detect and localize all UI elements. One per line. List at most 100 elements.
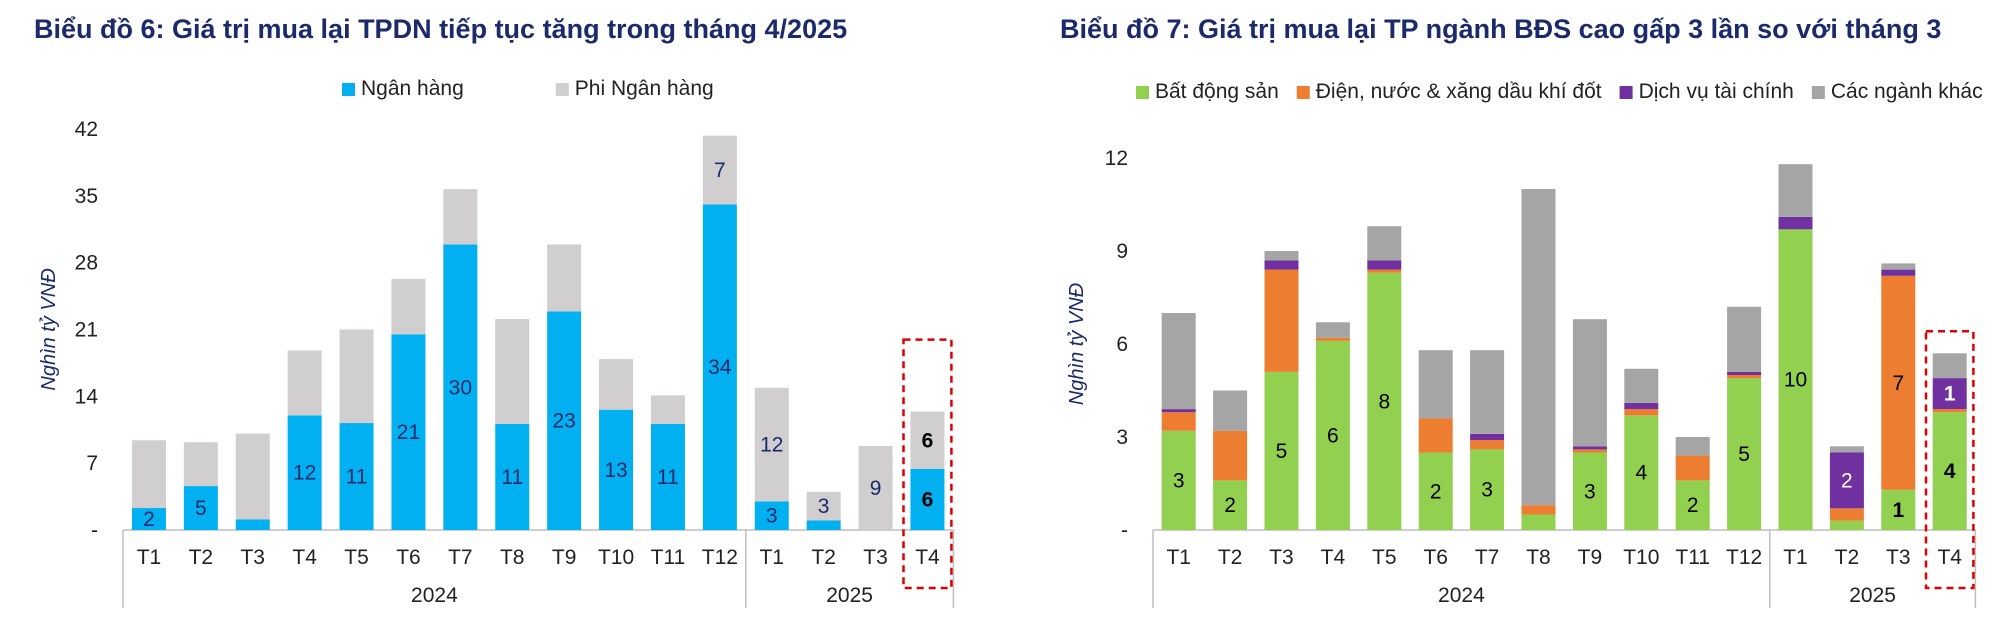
data-label: 12 [293,462,316,485]
bar-segment [1213,390,1248,431]
y-tick-label: 9 [1116,240,1128,263]
bar-segment [1829,520,1864,530]
y-tick-label: - [91,519,98,542]
bar-segment [1367,269,1402,273]
bar-segment [1161,430,1196,530]
bar-segment [1213,480,1248,530]
bar-segment [1572,449,1607,453]
data-label: 23 [552,410,575,433]
bar-segment [1675,480,1710,530]
bar-segment [650,424,685,530]
data-label: 7 [1892,372,1904,395]
bar-segment [1264,371,1299,530]
x-tick-label: T10 [1623,546,1659,569]
y-tick-label: 6 [1116,333,1128,356]
y-tick-label: - [1121,519,1128,542]
bar-segment [1932,412,1967,530]
data-label: 11 [346,466,368,489]
chart-7-title: Biểu đồ 7: Giá trị mua lại TP ngành BĐS … [1060,14,1942,44]
legend-label: Điện, nước & xăng dầu khí đốt [1316,80,1602,103]
data-label: 12 [760,434,783,457]
x-tick-label: T12 [1726,546,1762,569]
x-tick-label: T11 [651,546,686,569]
bar-segment [599,359,634,410]
bar-segment [1932,353,1967,379]
bar-segment [1778,164,1813,217]
bar-segment [1521,514,1556,530]
legend-swatch [1619,86,1633,99]
data-label: 6 [1327,424,1339,447]
data-label: 8 [1378,390,1390,413]
data-label: 6 [922,429,934,452]
data-label: 34 [708,356,732,379]
bar-segment [1727,378,1762,530]
bar-segment [287,415,322,530]
legend-label: Ngân hàng [361,77,464,100]
data-label: 2 [1224,494,1236,517]
x-tick-label: T8 [500,546,525,569]
legend-label: Dịch vụ tài chính [1639,80,1794,103]
bar-segment [1367,226,1402,261]
data-label: 5 [1276,440,1288,463]
bar-segment [1470,449,1505,530]
bar-segment [495,318,530,425]
bar-segment [547,311,582,530]
data-label: 2 [1841,469,1853,492]
bar-segment [754,501,789,530]
x-tick-label: T7 [448,546,473,569]
x-tick-label: T1 [1783,546,1808,569]
bar-segment [1881,275,1916,490]
x-tick-label: T1 [137,546,162,569]
y-tick-label: 3 [1116,426,1128,449]
bar-segment [1829,446,1864,453]
bar-segment [131,440,166,509]
bar-segment [806,491,841,521]
bar-segment [1418,350,1453,419]
bar-segment [910,468,945,530]
x-tick-label: T10 [598,546,634,569]
x-tick-label: T1 [1166,546,1191,569]
legend-swatch [1296,86,1310,99]
bar-segment [183,442,218,487]
x-tick-label: T6 [1423,546,1448,569]
bar-segment [235,519,270,530]
bar-segment [131,508,166,530]
bar-segment [702,135,737,205]
bar-segment [910,411,945,469]
bar-segment [235,433,270,520]
x-tick-label: T4 [915,546,940,569]
data-label: 2 [1687,494,1699,517]
bar-segment [806,520,841,530]
x-tick-label: T12 [702,546,738,569]
bar-segment [1778,216,1813,230]
bar-segment [1624,415,1659,530]
legend-swatch [342,83,355,96]
bar-segment [443,189,478,245]
x-group-label: 2024 [411,584,458,607]
data-label: 4 [1944,460,1956,483]
x-tick-label: T2 [1218,546,1243,569]
x-tick-label: T8 [1526,546,1551,569]
bar-segment [1778,229,1813,531]
x-tick-label: T6 [396,546,421,569]
x-tick-label: T9 [552,546,577,569]
data-label: 2 [143,508,155,531]
x-tick-label: T2 [189,546,214,569]
x-tick-label: T1 [759,546,784,569]
bar-segment [183,486,218,530]
bar-segment [858,445,893,530]
data-label: 9 [870,477,882,500]
bar-segment [1264,260,1299,270]
bar-segment [1315,322,1350,338]
y-tick-label: 42 [75,118,98,141]
bar-segment [1572,446,1607,450]
bar-segment [1367,260,1402,270]
data-label: 10 [1784,369,1807,392]
bar-segment [1264,251,1299,261]
x-tick-label: T4 [292,546,317,569]
bar-segment [1881,269,1916,276]
bar-segment [1521,505,1556,515]
bar-segment [599,409,634,530]
bar-segment [1624,402,1659,410]
data-label: 30 [449,376,472,399]
